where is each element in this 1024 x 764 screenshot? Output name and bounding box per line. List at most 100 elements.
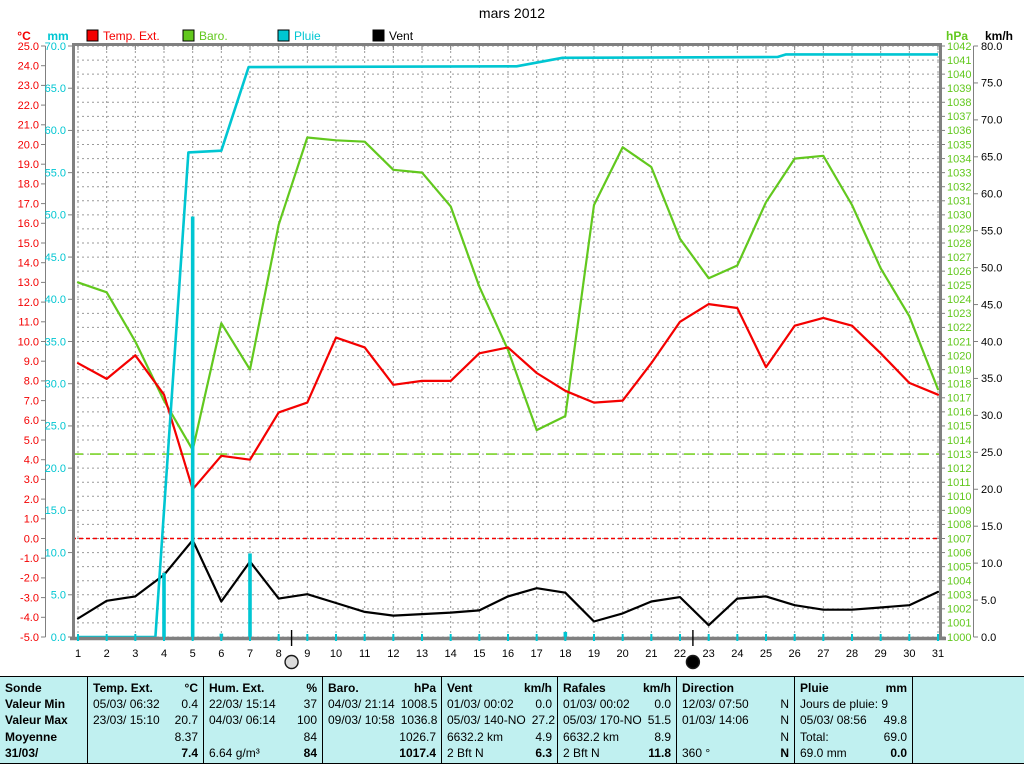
stats-cell-label: Total: xyxy=(800,729,829,744)
day-label: 19 xyxy=(588,648,600,660)
day-label: 2 xyxy=(104,648,110,660)
stats-cell-value: % xyxy=(306,681,317,696)
temp-tick-label: 11.0 xyxy=(18,317,39,329)
day-label: 28 xyxy=(846,648,858,660)
rain-tick-label: 20.0 xyxy=(45,463,66,475)
day-label: 31 xyxy=(932,648,944,660)
day-label: 22 xyxy=(674,648,686,660)
temp-tick-label: 1.0 xyxy=(24,514,39,526)
wind-tick-label: 50.0 xyxy=(981,262,1002,274)
wind-tick-label: 70.0 xyxy=(981,115,1002,127)
stats-cell-value: 49.8 xyxy=(883,713,907,728)
stats-cell-baro-row3: 1026.7 xyxy=(323,729,441,745)
rain-tick-label: 70.0 xyxy=(45,41,66,53)
baro-tick-label: 1026 xyxy=(947,266,971,278)
wind-tick-label: 0.0 xyxy=(981,632,996,644)
baro-tick-label: 1041 xyxy=(947,55,971,67)
stats-cell-label: 05/03/ 06:32 xyxy=(93,697,160,712)
stats-cell-baro-row0: Baro. hPa xyxy=(323,680,441,696)
stats-cell-direction-row4: 360 ° N xyxy=(677,745,794,761)
legend-swatch-rain xyxy=(277,29,290,42)
stats-cell-label: 22/03/ 15:14 xyxy=(209,697,276,712)
temp-axis xyxy=(41,45,46,638)
baro-tick-label: 1035 xyxy=(947,139,971,151)
temp-tick-label: -2.0 xyxy=(20,573,39,585)
stats-cell-label: Direction xyxy=(682,681,735,696)
day-label: 21 xyxy=(645,648,657,660)
stats-cell-pluie-row3: Total: 69.0 xyxy=(795,729,912,745)
stats-cell-value: N xyxy=(780,713,789,728)
temp-tick-label: 22.0 xyxy=(18,100,39,112)
stats-cell-value: N xyxy=(780,697,789,712)
baro-tick-label: 1006 xyxy=(947,547,971,559)
day-label: 25 xyxy=(760,648,772,660)
baro-tick-label: 1003 xyxy=(947,590,971,602)
stats-cell-value: 84 xyxy=(303,745,317,760)
stats-cell-value: km/h xyxy=(523,681,552,696)
rain-day-ticks xyxy=(77,634,939,641)
baro-tick-label: 1000 xyxy=(947,632,971,644)
temp-tick-label: 3.0 xyxy=(24,474,39,486)
baro-tick-label: 1038 xyxy=(947,97,971,109)
stats-cell-label: Pluie xyxy=(800,681,829,696)
day-label: 18 xyxy=(559,648,571,660)
legend-label-wind: Vent xyxy=(389,29,414,43)
stats-cell-vent-row0: Vent km/h xyxy=(442,680,557,696)
stats-column-sonde: Sonde Valeur Min Valeur Max Moyenne 31/03/ xyxy=(0,677,88,763)
stats-cell-vent-row1: 01/03/ 00:02 0.0 xyxy=(442,696,557,712)
stats-cell-hum-row4: 6.64 g/m³ 84 xyxy=(204,745,322,761)
weather-chart-svg: 25.024.023.022.021.020.019.018.017.016.0… xyxy=(17,5,1013,670)
stats-cell-sonde-row0: Sonde xyxy=(0,680,87,696)
stats-cell-temp-row4: 7.4 xyxy=(88,745,203,761)
wind-tick-label: 65.0 xyxy=(981,152,1002,164)
temp-tick-label: 23.0 xyxy=(18,80,39,92)
rain-tick-label: 50.0 xyxy=(45,210,66,222)
temp-tick-label: -4.0 xyxy=(20,612,39,624)
legend-label-baro: Baro. xyxy=(199,29,228,43)
baro-tick-label: 1023 xyxy=(947,308,971,320)
new-moon-icon xyxy=(685,630,701,670)
series-temp-line xyxy=(76,303,940,491)
stats-cell-label: 2 Bft N xyxy=(563,745,600,760)
stats-cell-label: 01/03/ 00:02 xyxy=(447,697,514,712)
baro-tick-label: 1021 xyxy=(947,336,971,348)
legend-swatch-wind xyxy=(372,29,385,42)
baro-tick-label: 1032 xyxy=(947,182,971,194)
day-label: 3 xyxy=(132,648,138,660)
stats-cell-value: mm xyxy=(885,681,907,696)
day-label: 16 xyxy=(502,648,514,660)
rain-tick-label: 45.0 xyxy=(45,252,66,264)
baro-tick-label: 1024 xyxy=(947,294,971,306)
day-label: 4 xyxy=(161,648,167,660)
baro-tick-label: 1004 xyxy=(947,576,971,588)
rain-tick-label: 15.0 xyxy=(45,505,66,517)
rain-axis-title: mm xyxy=(47,29,68,43)
stats-cell-pluie-row1: Jours de pluie: 9 xyxy=(795,696,912,712)
stats-cell-label: Temp. Ext. xyxy=(93,681,153,696)
stats-cell-value: N xyxy=(780,729,789,744)
rain-tick-label: 35.0 xyxy=(45,336,66,348)
stats-cell-label: 05/03/ 170-NO xyxy=(563,713,642,728)
day-label: 27 xyxy=(817,648,829,660)
baro-tick-label: 1011 xyxy=(947,477,971,489)
stats-cell-direction-row3: N xyxy=(677,729,794,745)
stats-cell-pluie-row0: Pluie mm xyxy=(795,680,912,696)
legend-swatch-baro xyxy=(182,29,195,42)
day-label: 26 xyxy=(789,648,801,660)
stats-cell-value: 4.9 xyxy=(535,729,552,744)
day-label: 30 xyxy=(903,648,915,660)
baro-tick-label: 1018 xyxy=(947,379,971,391)
stats-cell-temp-row0: Temp. Ext. °C xyxy=(88,680,203,696)
baro-tick-label: 1009 xyxy=(947,505,971,517)
temp-tick-label: 14.0 xyxy=(18,258,39,270)
day-label: 12 xyxy=(387,648,399,660)
day-label: 10 xyxy=(330,648,342,660)
stats-cell-hum-row1: 22/03/ 15:14 37 xyxy=(204,696,322,712)
stats-cell-vent-row4: 2 Bft N 6.3 xyxy=(442,745,557,761)
temp-tick-label: 16.0 xyxy=(18,218,39,230)
day-label: 24 xyxy=(731,648,743,660)
stats-cell-label: 360 ° xyxy=(682,745,711,760)
stats-cell-value: 8.37 xyxy=(174,729,198,744)
stats-cell-value: 0.0 xyxy=(535,697,552,712)
stats-cell-sonde-row4: 31/03/ xyxy=(0,745,87,761)
